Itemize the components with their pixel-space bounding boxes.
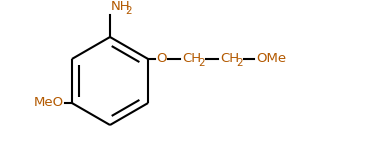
Text: 2: 2 bbox=[236, 58, 243, 68]
Text: OMe: OMe bbox=[256, 52, 286, 66]
Text: 2: 2 bbox=[198, 58, 205, 68]
Text: MeO: MeO bbox=[34, 96, 64, 110]
Text: 2: 2 bbox=[125, 6, 132, 16]
Text: NH: NH bbox=[111, 0, 131, 13]
Text: O: O bbox=[156, 52, 167, 66]
Text: CH: CH bbox=[220, 52, 239, 66]
Text: CH: CH bbox=[182, 52, 201, 66]
